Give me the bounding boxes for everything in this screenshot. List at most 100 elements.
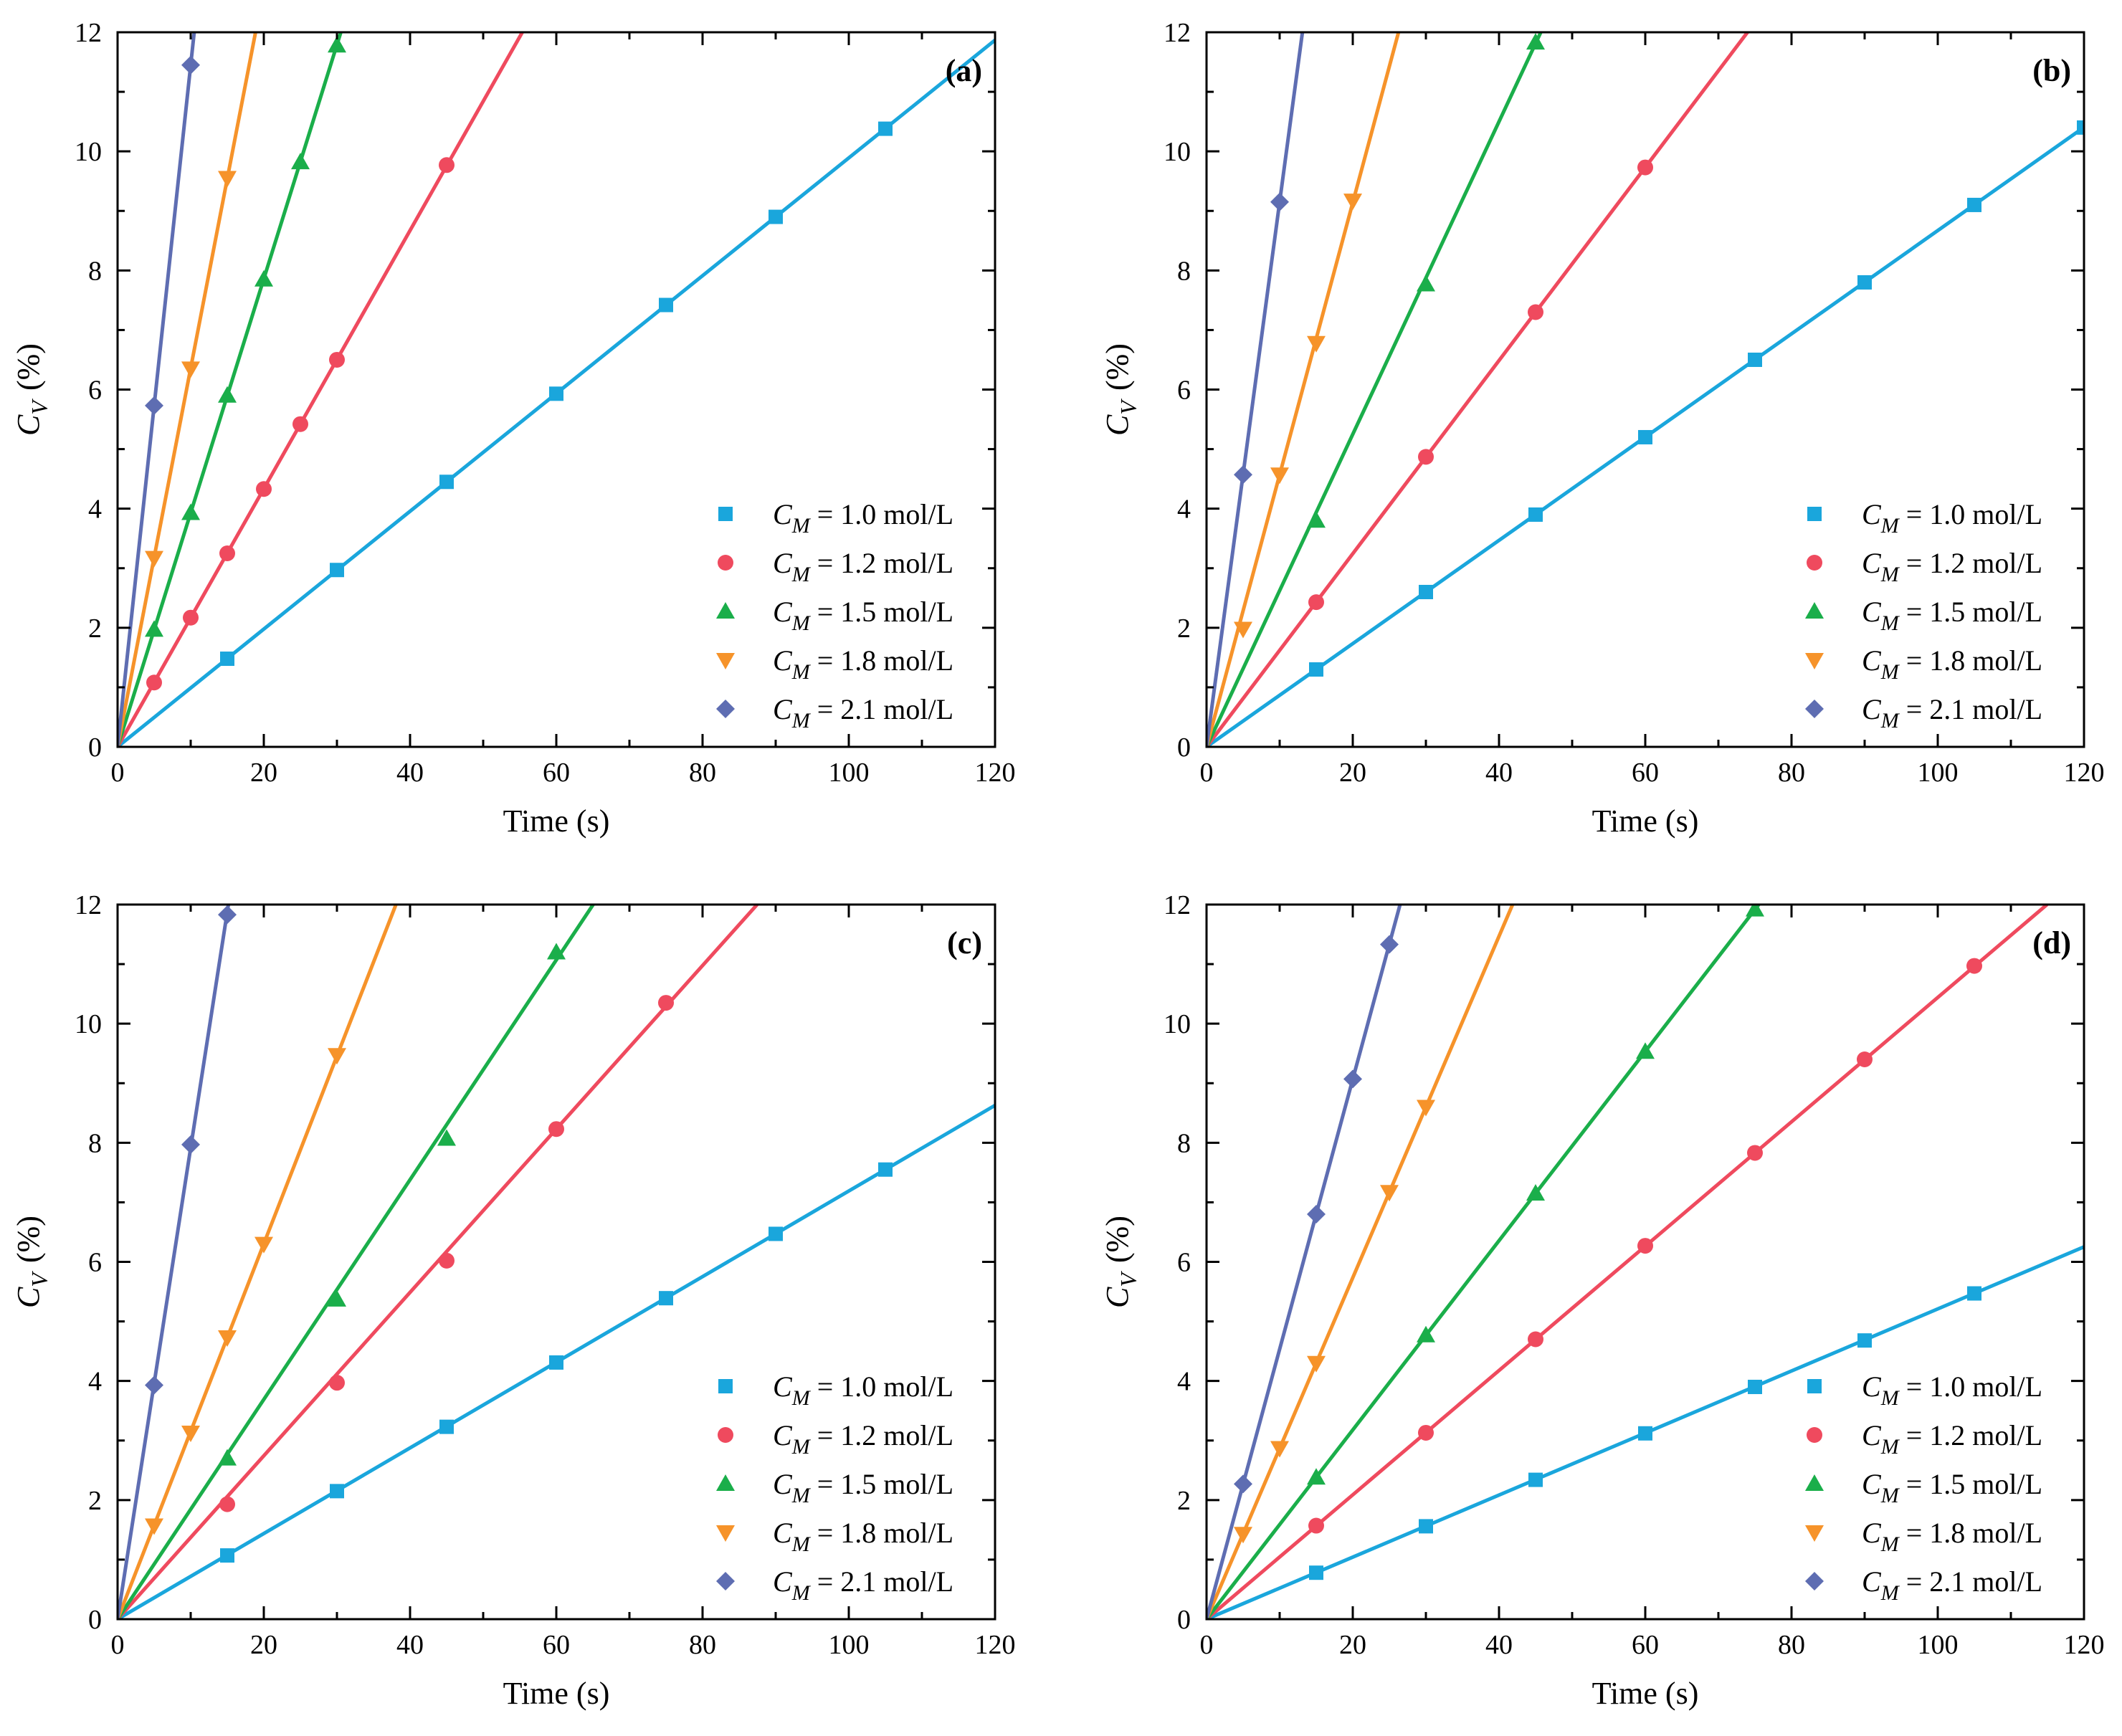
data-point — [1528, 304, 1543, 320]
fit-line — [1207, 32, 1401, 747]
y-tick-label: 0 — [1177, 1605, 1191, 1635]
y-axis-unit: (%) — [1100, 343, 1135, 391]
data-point — [1748, 352, 1762, 367]
data-point — [1270, 467, 1289, 485]
data-point — [1417, 1325, 1435, 1342]
legend-sub: M — [1880, 1484, 1900, 1507]
y-tick-label: 2 — [1177, 1486, 1191, 1516]
x-tick-label: 60 — [1632, 758, 1659, 788]
legend-label: CM = 2.1 mol/L — [1862, 1565, 2042, 1605]
y-axis-sub: V — [1115, 399, 1141, 415]
data-point — [1418, 449, 1434, 465]
legend-var: C — [1862, 596, 1882, 628]
x-axis-title: Time (s) — [1592, 803, 1699, 839]
y-axis-sub: V — [27, 399, 52, 415]
x-tick-label: 0 — [111, 758, 125, 788]
data-point — [1638, 1426, 1652, 1441]
x-axis-title: Time (s) — [503, 803, 610, 839]
panel-label: (a) — [946, 53, 982, 88]
axes-frame — [1205, 31, 2085, 748]
x-tick-label: 40 — [396, 1630, 424, 1660]
legend-value: = 1.2 mol/L — [1899, 547, 2042, 579]
fit-line — [1207, 32, 1305, 747]
plot-area — [118, 905, 995, 1619]
x-tick-label: 40 — [1485, 758, 1513, 788]
fit-line — [118, 32, 257, 747]
legend-var: C — [1862, 547, 1882, 579]
legend-label: CM = 1.0 mol/L — [1862, 1370, 2042, 1410]
legend-marker — [1805, 1474, 1824, 1491]
legend-marker — [1807, 1379, 1822, 1393]
legend-item: CM = 2.1 mol/L — [1805, 1565, 2042, 1605]
y-axis-var: C — [11, 414, 46, 436]
data-point — [1309, 662, 1323, 677]
data-point — [1417, 1100, 1435, 1117]
data-point — [1234, 1527, 1252, 1544]
legend-label: CM = 2.1 mol/L — [773, 1565, 953, 1605]
panel-label: (b) — [2032, 53, 2071, 88]
data-point — [1419, 1519, 1433, 1534]
legend-var: C — [773, 1468, 793, 1500]
y-tick-label: 8 — [88, 1128, 102, 1158]
legend-value: = 1.8 mol/L — [810, 644, 953, 677]
legend-var: C — [773, 644, 793, 677]
series-1-5 — [118, 905, 595, 1619]
y-axis-title: CV (%) — [11, 1216, 52, 1308]
data-point — [1637, 159, 1653, 176]
data-point — [219, 545, 235, 561]
data-point — [1307, 335, 1326, 353]
series-1-2 — [1207, 905, 2049, 1619]
data-point — [1746, 905, 1764, 917]
legend-value: = 1.5 mol/L — [1899, 596, 2042, 628]
y-tick-label: 2 — [1177, 614, 1191, 644]
legend-var: C — [773, 1565, 793, 1598]
y-tick-label: 10 — [75, 137, 102, 167]
legend-item: CM = 1.8 mol/L — [716, 644, 953, 684]
x-tick-label: 120 — [975, 758, 1016, 788]
x-tick-label: 120 — [975, 1630, 1016, 1660]
series-1-5 — [1207, 905, 1764, 1619]
data-point — [1636, 1042, 1655, 1059]
data-point — [1234, 465, 1252, 485]
data-point — [1309, 1565, 1323, 1580]
data-point — [1748, 1379, 1762, 1394]
legend-var: C — [1862, 1517, 1882, 1549]
data-point — [1857, 275, 1872, 290]
x-tick-label: 100 — [829, 758, 870, 788]
data-point — [330, 563, 344, 578]
y-tick-label: 8 — [1177, 256, 1191, 286]
data-point — [1526, 33, 1545, 50]
data-point — [254, 1236, 273, 1254]
data-point — [1419, 584, 1433, 599]
data-point — [1638, 429, 1652, 444]
legend-item: CM = 1.2 mol/L — [1807, 1419, 2042, 1459]
data-point — [1417, 275, 1435, 292]
data-point — [1380, 935, 1399, 954]
legend-item: CM = 1.8 mol/L — [1805, 1517, 2042, 1556]
data-point — [328, 36, 346, 53]
legend-marker — [716, 1572, 735, 1590]
x-tick-label: 40 — [1485, 1630, 1513, 1660]
y-tick-label: 10 — [1164, 1009, 1191, 1039]
legend-value: = 2.1 mol/L — [1899, 1565, 2042, 1598]
data-point — [439, 1419, 454, 1434]
data-point — [183, 609, 199, 626]
data-point — [181, 361, 200, 378]
legend-value: = 2.1 mol/L — [810, 1565, 953, 1598]
y-tick-label: 10 — [1164, 137, 1191, 167]
series-2-1 — [1207, 905, 1402, 1619]
legend-sub: M — [1880, 563, 1900, 586]
data-point — [659, 297, 673, 313]
legend-marker — [1805, 1525, 1824, 1542]
ticks — [1205, 903, 2085, 1621]
data-point — [2077, 120, 2084, 135]
x-tick-label: 60 — [1632, 1630, 1659, 1660]
plot-area — [1207, 905, 2084, 1619]
data-point — [1234, 1474, 1252, 1494]
y-tick-label: 4 — [88, 495, 102, 525]
x-tick-label: 20 — [1339, 758, 1366, 788]
y-tick-label: 12 — [1164, 18, 1191, 48]
x-tick-label: 20 — [250, 1630, 277, 1660]
